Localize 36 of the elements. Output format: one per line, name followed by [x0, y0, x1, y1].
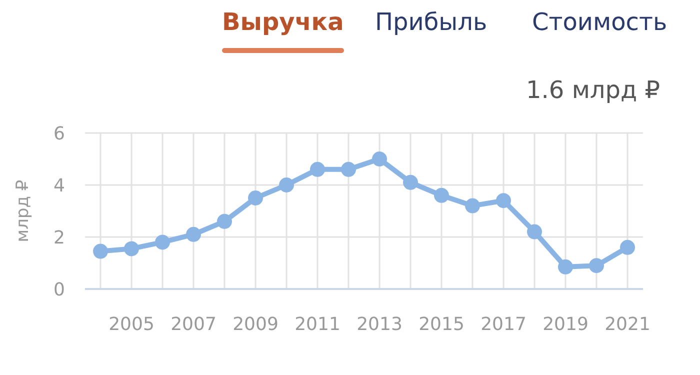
point: [496, 193, 511, 208]
point: [155, 234, 170, 250]
point: [403, 174, 418, 190]
x-tick-label: 2005: [108, 314, 154, 335]
point: [186, 226, 201, 242]
y-axis-title: млрд ₽: [13, 180, 34, 242]
text: Прибыль: [375, 8, 488, 36]
y-tick-label: 2: [54, 227, 65, 248]
y-tick-label: 0: [54, 279, 65, 300]
point: [248, 190, 263, 206]
point: [341, 162, 356, 177]
point: [124, 241, 139, 256]
point: [527, 224, 542, 240]
point: [589, 258, 604, 274]
point: [558, 259, 573, 274]
x-tick-label: 2021: [604, 314, 650, 335]
point: [434, 188, 449, 203]
x-tick-label: 2017: [480, 314, 526, 335]
y-tick-label: 4: [54, 175, 65, 196]
x-tick-label: 2011: [294, 314, 340, 335]
text: Стоимость: [532, 8, 668, 36]
point: [620, 240, 635, 255]
point: [93, 244, 108, 259]
point: [310, 162, 325, 177]
x-tick-label: 2015: [418, 314, 464, 335]
text: Выручка: [222, 8, 344, 36]
x-tick-label: 2019: [542, 314, 588, 335]
point: [217, 214, 232, 229]
point: [279, 178, 294, 192]
x-tick-label: 2007: [170, 314, 216, 335]
point: [372, 152, 387, 166]
text: 1.6 млрд ₽: [526, 76, 660, 104]
y-tick-label: 6: [54, 123, 65, 144]
x-tick-label: 2013: [356, 314, 402, 335]
point: [465, 198, 480, 214]
x-tick-label: 2009: [232, 314, 278, 335]
